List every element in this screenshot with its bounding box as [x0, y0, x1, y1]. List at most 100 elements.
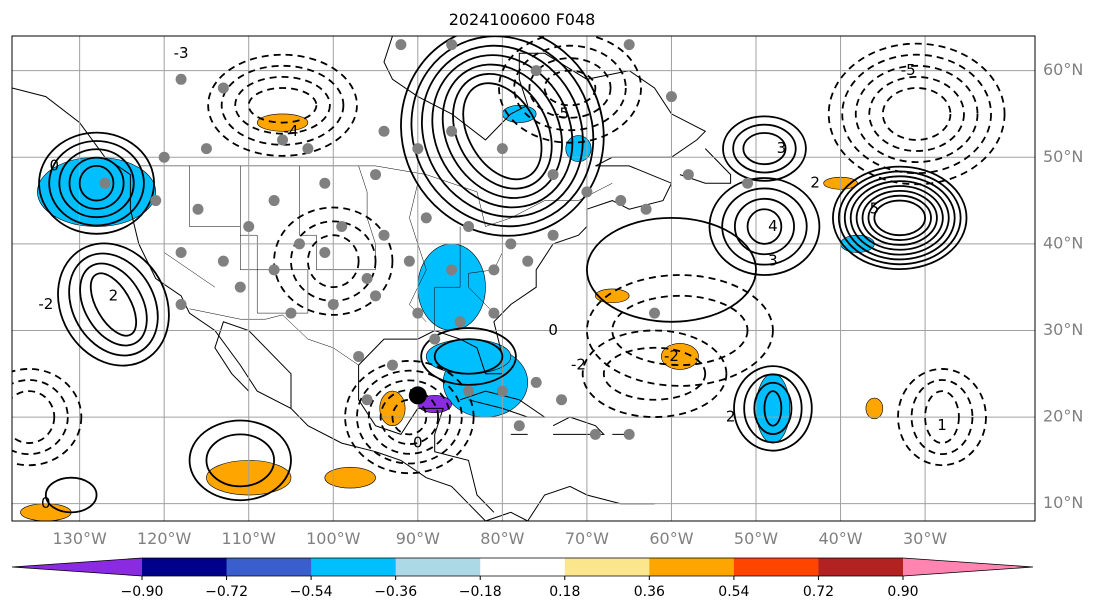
- negative-contour: [356, 369, 463, 465]
- colorbar-label: −0.54: [290, 584, 333, 600]
- observation-dot: [336, 221, 348, 233]
- contour-label: -2: [571, 356, 586, 374]
- observation-dot: [268, 195, 280, 207]
- positive-contour: [861, 189, 938, 246]
- observation-dot: [556, 394, 568, 406]
- observation-dot: [496, 385, 508, 397]
- observation-dot: [412, 143, 424, 155]
- latitude-label: 30°N: [1043, 320, 1083, 339]
- negative-contour: [12, 390, 56, 444]
- observation-dot: [285, 307, 297, 319]
- contour-label: 0: [41, 494, 51, 512]
- observation-dot: [175, 73, 187, 85]
- contour-labels: 0 2 -2 -4 -3 -5 3 4 5 -5 2 3 0 -2 -2 2 1 0 0: [38, 44, 946, 512]
- political-border: [240, 165, 309, 314]
- colorbar-label: −0.90: [121, 584, 164, 600]
- observation-dot: [217, 82, 229, 94]
- positive-contour: [44, 476, 98, 514]
- negative-contour: [586, 274, 774, 387]
- observation-dot: [175, 247, 187, 259]
- positive-contour: [867, 194, 932, 241]
- positive-contour: [763, 390, 783, 427]
- positive-contour: [38, 131, 155, 235]
- contour-label: -4: [284, 122, 299, 140]
- colorbar-swatch: [395, 558, 481, 576]
- positive-contour: [58, 148, 135, 219]
- positive-contour: [421, 44, 584, 218]
- colorbar-swatch: [564, 558, 650, 576]
- observation-dot: [268, 264, 280, 276]
- colorbar-swatch: [818, 558, 904, 576]
- longitude-label: 70°W: [565, 529, 609, 548]
- latitude-label: 40°N: [1043, 233, 1083, 252]
- observation-dot: [522, 255, 534, 267]
- positive-contour: [708, 177, 821, 276]
- colorbar-swatch: [142, 558, 228, 576]
- coastline: [214, 321, 292, 409]
- shaded-region: [865, 397, 884, 420]
- positive-contour: [48, 140, 145, 227]
- observation-dot: [640, 203, 652, 215]
- shaded-region: [661, 343, 699, 370]
- longitude-label: 100°W: [306, 529, 361, 548]
- observation-dot: [615, 195, 627, 207]
- positive-contour: [855, 185, 944, 251]
- negative-contour: [611, 294, 749, 367]
- observation-dot: [530, 65, 542, 77]
- observation-dots: [99, 39, 754, 440]
- contour-lines: [12, 36, 1006, 514]
- observation-dot: [403, 255, 415, 267]
- negative-contour: [344, 360, 475, 475]
- positive-contour: [843, 175, 956, 261]
- observation-dot: [513, 420, 525, 432]
- negative-contour: [367, 379, 451, 455]
- colorbar-swatch: [649, 558, 735, 576]
- positive-contour: [79, 262, 148, 347]
- positive-contour: [68, 252, 159, 357]
- observation-dot: [370, 290, 382, 302]
- negative-contour: [854, 64, 979, 163]
- positive-contour: [68, 156, 125, 210]
- observation-dot: [463, 221, 475, 233]
- negative-contour: [910, 379, 974, 456]
- observation-dot: [530, 376, 542, 388]
- longitude-labels: 130°W 120°W 110°W 100°W 90°W 80°W 70°W 60°W 50°W…: [52, 529, 947, 548]
- colorbar-label: −0.36: [374, 584, 417, 600]
- longitude-label: 90°W: [396, 529, 440, 548]
- longitude-label: 120°W: [137, 529, 192, 548]
- positive-contour: [753, 381, 793, 435]
- map-frame: [11, 35, 1036, 522]
- negative-contour: [498, 36, 642, 144]
- negative-contour: [12, 368, 83, 467]
- observation-dot: [192, 203, 204, 215]
- colorbar-swatch: [480, 558, 566, 576]
- observation-dot: [370, 169, 382, 181]
- negative-contour: [543, 69, 597, 107]
- negative-contour: [602, 346, 707, 401]
- latitude-label: 50°N: [1043, 147, 1083, 166]
- negative-contour: [391, 398, 428, 436]
- positive-contour: [732, 123, 797, 174]
- political-border: [409, 183, 427, 322]
- longitude-label: 110°W: [222, 529, 277, 548]
- negative-contour: [513, 44, 627, 132]
- shaded-region: [324, 467, 376, 489]
- negative-contour: [924, 390, 960, 444]
- observation-dot: [446, 39, 458, 51]
- shaded-region: [595, 288, 630, 304]
- contour-label: 2: [109, 286, 119, 304]
- latitude-label: 60°N: [1043, 60, 1083, 79]
- colorbar-label: −0.18: [459, 584, 502, 600]
- contour-label: -5: [554, 104, 569, 122]
- observation-dot: [158, 151, 170, 163]
- negative-contour: [379, 389, 440, 445]
- observation-dot: [649, 307, 661, 319]
- positive-contour: [420, 327, 517, 386]
- contour-label: 3: [768, 252, 778, 270]
- contour-label: 5: [870, 200, 880, 218]
- observation-dot: [547, 229, 559, 241]
- positive-contour: [832, 165, 968, 271]
- colorbar-label: 0.54: [718, 584, 749, 600]
- observation-dot: [581, 186, 593, 198]
